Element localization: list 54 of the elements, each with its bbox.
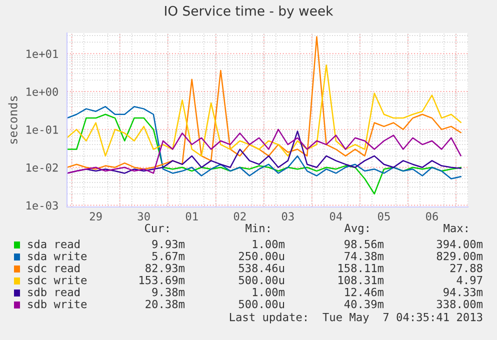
y-tick-label: 1e-01: [26, 125, 58, 134]
text: 9.93m: [152, 240, 184, 248]
text: Cur:: [144, 224, 168, 232]
legend-label: sdc read: [28, 264, 80, 272]
text: 394.00m: [436, 240, 482, 248]
text: 338.00m: [436, 300, 482, 308]
chart-title: IO Service time - by week: [165, 6, 334, 18]
legend-label: sdc write: [28, 276, 87, 284]
line-series: [67, 36, 462, 170]
text: 74.38m: [344, 252, 384, 260]
legend-label: sdb read: [28, 288, 80, 296]
text: Min:: [246, 224, 270, 232]
text: 40.39m: [344, 300, 384, 308]
x-tick-label: 02: [234, 212, 246, 221]
text: 4.97: [456, 276, 482, 284]
legend-label: sda write: [28, 252, 87, 260]
text: 500.00u: [238, 276, 284, 284]
text: 538.46u: [238, 264, 284, 272]
text: 1.00m: [252, 240, 284, 248]
x-tick-label: 04: [330, 212, 342, 221]
y-tick-label: 1e-02: [26, 163, 58, 172]
legend-label: sda read: [28, 240, 80, 248]
line-series: [67, 114, 462, 194]
text: Last update: Tue May 7 04:35:41 2013: [230, 312, 482, 324]
line-series: [67, 64, 462, 157]
text: 1.00m: [252, 288, 284, 296]
text: 153.69m: [140, 276, 184, 284]
text: Max:: [444, 224, 468, 232]
text: 5.67m: [152, 252, 184, 260]
x-tick-label: 03: [282, 212, 294, 221]
text: 20.38m: [146, 300, 184, 308]
x-tick-label: 01: [186, 212, 198, 221]
text: 82.93m: [146, 264, 184, 272]
y-tick-label: 1e+01: [26, 50, 58, 58]
text: 108.31m: [338, 276, 384, 284]
y-tick-label: 1e+00: [26, 88, 58, 96]
text: 500.00u: [238, 300, 284, 308]
x-tick-label: 05: [378, 212, 390, 221]
text: 250.00u: [239, 252, 284, 260]
text: 27.88: [450, 264, 482, 272]
x-tick-label: 30: [138, 212, 150, 221]
y-tick-label: 1e-03: [26, 201, 58, 210]
legend-label: sdb write: [28, 300, 87, 308]
text: 158.11m: [338, 264, 384, 272]
text: 94.33m: [444, 288, 482, 296]
y-axis-title: seconds: [8, 96, 18, 144]
x-tick-label: 29: [90, 212, 102, 221]
text: Avg:: [344, 224, 368, 234]
text: 9.38m: [152, 288, 184, 296]
text: 12.46m: [345, 288, 384, 296]
text: 98.56m: [344, 240, 384, 248]
text: 829.00m: [436, 252, 482, 260]
x-tick-label: 06: [426, 212, 438, 221]
line-series: [67, 106, 462, 180]
